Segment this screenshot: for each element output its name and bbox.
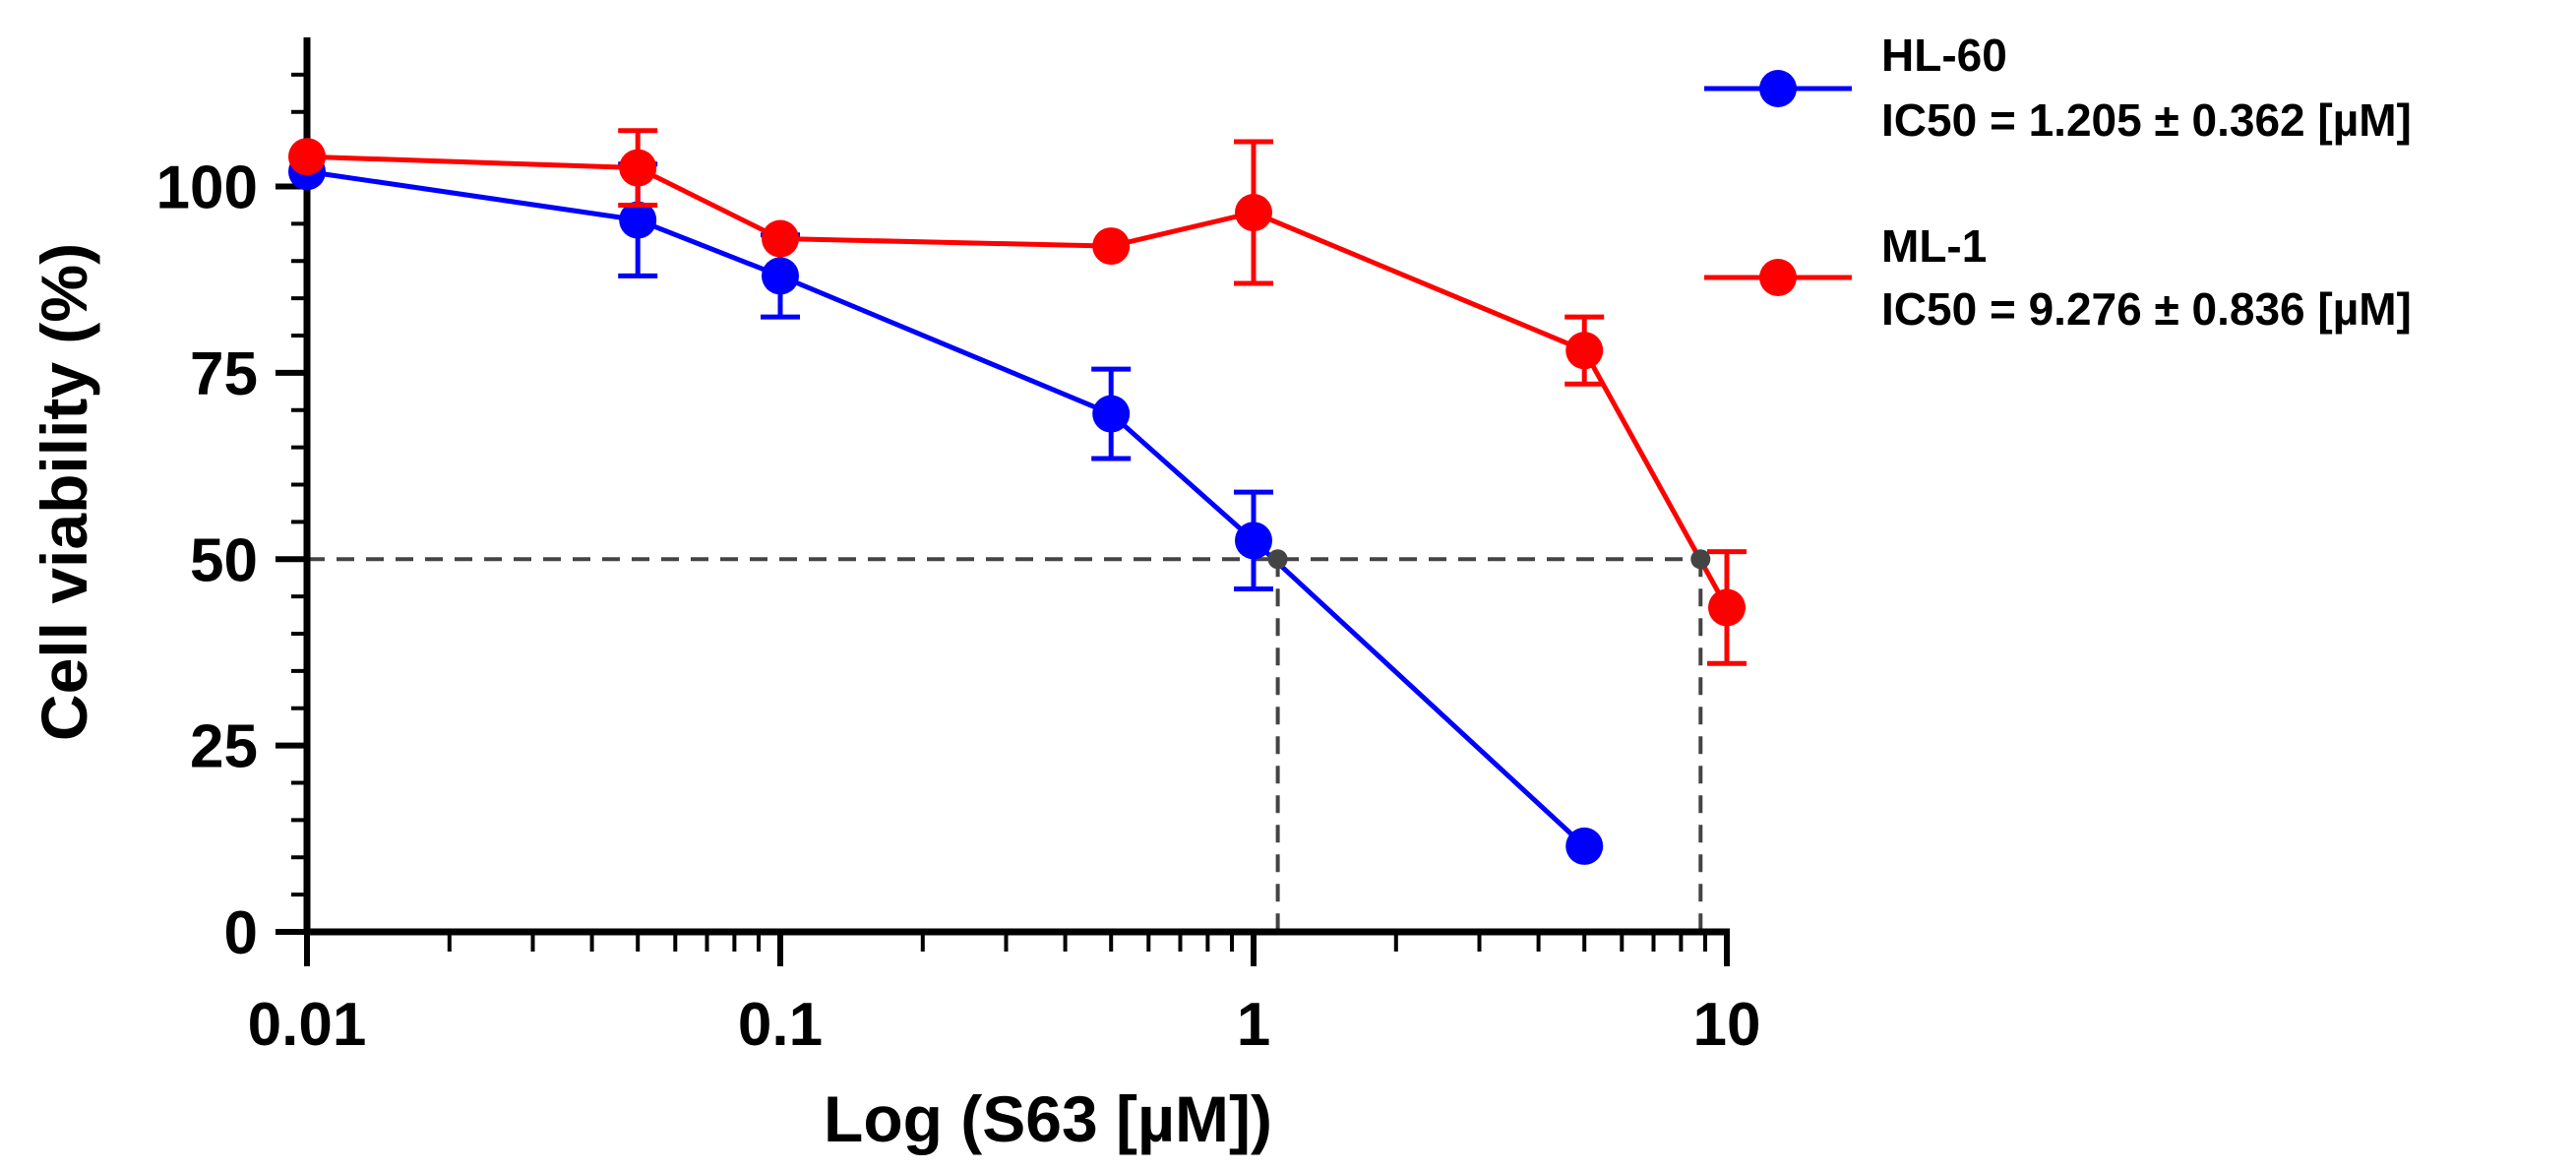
legend-label-ml-1: ML-1 (1881, 220, 1987, 272)
x-tick-label: 10 (1693, 991, 1761, 1059)
x-tick-label: 0.1 (738, 991, 823, 1059)
legend: HL-60 IC50 = 1.205 ± 0.362 [µM] ML-1 IC5… (1704, 30, 2412, 335)
legend-ic50-ml-1: IC50 = 9.276 ± 0.836 [µM] (1881, 283, 2412, 335)
series-line-ml-1 (306, 154, 1730, 609)
legend-ic50-hl-60: IC50 = 1.205 ± 0.362 [µM] (1881, 94, 2412, 146)
data-point-ml-1 (1235, 194, 1272, 232)
x-axis-title: Log (S63 [µM]) (824, 1082, 1272, 1155)
data-point-ml-1 (1565, 332, 1604, 370)
axes (303, 37, 1730, 936)
y-tick-label: 0 (224, 899, 258, 967)
data-point-ml-1 (619, 149, 657, 187)
y-tick-label: 25 (190, 713, 258, 781)
legend-swatch-marker-ml-1 (1759, 259, 1797, 296)
y-tick-label: 75 (190, 340, 258, 408)
y-axis-title: Cell viability (%) (28, 243, 100, 741)
legend-entry-hl-60: HL-60 IC50 = 1.205 ± 0.362 [µM] (1704, 30, 2412, 146)
data-point-hl-60 (619, 201, 657, 239)
data-point-hl-60 (1235, 522, 1272, 560)
data-point-ml-1 (762, 219, 799, 258)
data-point-hl-60 (1092, 395, 1131, 433)
data-point-hl-60 (1565, 827, 1604, 865)
legend-swatch-marker-hl-60 (1759, 70, 1797, 107)
ic50-intersection-marker (1690, 549, 1711, 570)
data-point-ml-1 (1708, 588, 1746, 627)
legend-entry-ml-1: ML-1 IC50 = 9.276 ± 0.836 [µM] (1704, 220, 2412, 335)
data-point-ml-1 (288, 138, 326, 176)
series-ml-1 (288, 128, 1747, 666)
series (288, 128, 1747, 865)
y-tick-label: 50 (190, 526, 258, 594)
y-tick-label: 100 (156, 154, 258, 222)
ic50-intersection-marker (1267, 549, 1288, 570)
legend-label-hl-60: HL-60 (1881, 30, 2007, 81)
series-hl-60 (288, 153, 1604, 865)
ticks: 0 25 50 75 100 0.01 0.1 1 10 (156, 72, 1761, 1059)
x-tick-label: 0.01 (248, 991, 367, 1059)
data-point-ml-1 (1092, 227, 1131, 266)
series-line-hl-60 (306, 168, 1586, 848)
x-tick-label: 1 (1237, 991, 1270, 1059)
data-point-hl-60 (762, 257, 799, 295)
ic50-reference-lines (307, 557, 1703, 932)
